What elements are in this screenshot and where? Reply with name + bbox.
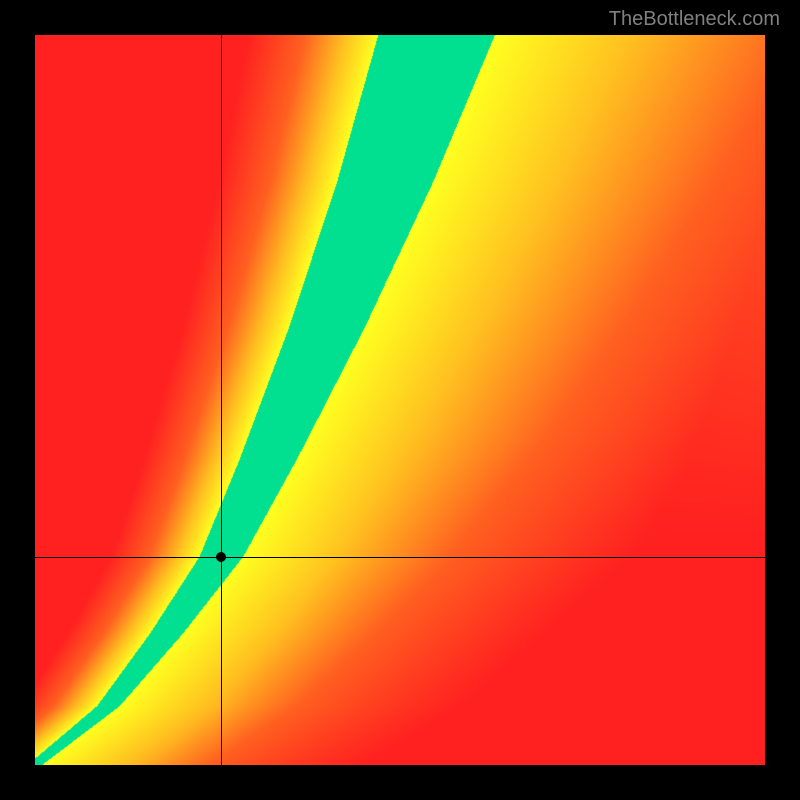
- crosshair-marker-dot: [216, 552, 226, 562]
- heatmap-chart: [35, 35, 765, 765]
- heatmap-canvas: [35, 35, 765, 765]
- crosshair-vertical: [221, 35, 222, 765]
- crosshair-horizontal: [35, 557, 765, 558]
- watermark-text: TheBottleneck.com: [609, 8, 780, 31]
